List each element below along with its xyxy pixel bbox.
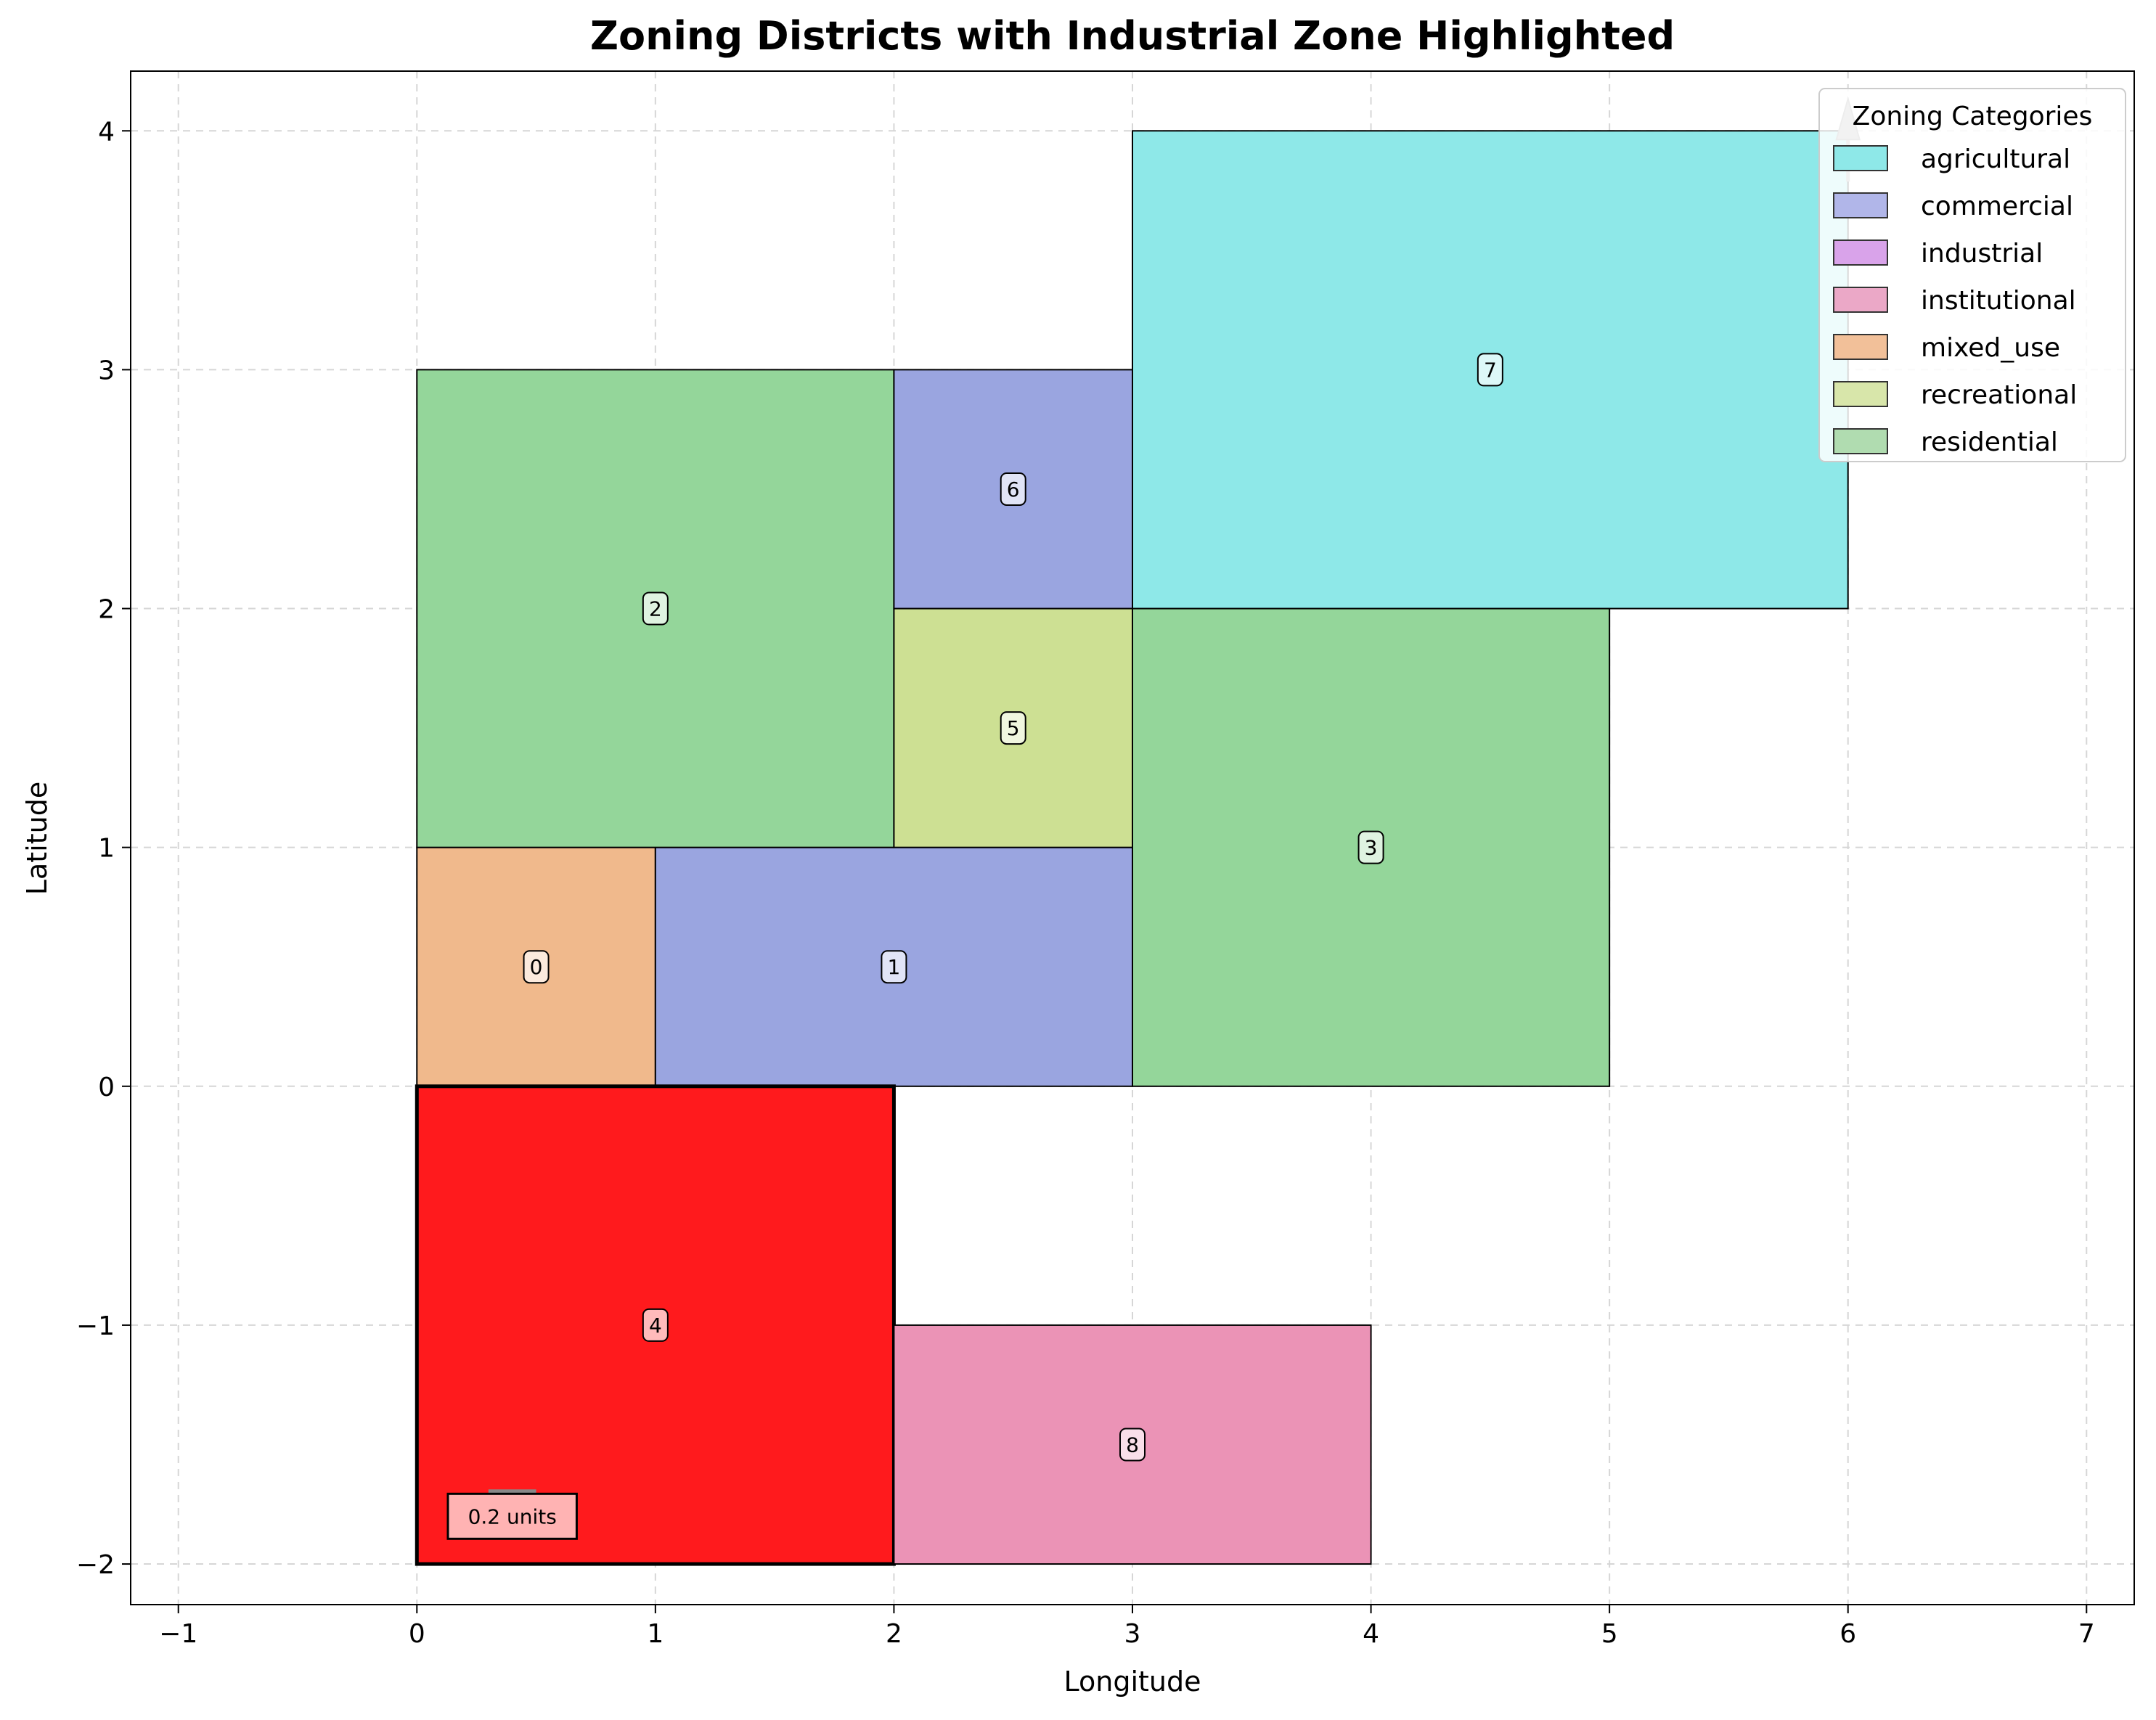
- chart-title: Zoning Districts with Industrial Zone Hi…: [590, 13, 1675, 59]
- district-0-label-box: [523, 950, 550, 984]
- district-labels: 0 1 2 3 4 5 6 7 8: [523, 353, 1503, 1462]
- district-3-label-box: [1357, 830, 1384, 864]
- district-2-label: 2: [649, 597, 662, 621]
- scale-bar-label: 0.2 units: [468, 1504, 557, 1528]
- y-tick-label: 4: [98, 117, 115, 147]
- y-tick-label: −1: [76, 1311, 115, 1341]
- legend-label-institutional: institutional: [1921, 286, 2076, 316]
- y-tick-label: 0: [98, 1073, 115, 1102]
- legend-swatch-mixed_use: [1833, 334, 1888, 360]
- x-tick-label: 2: [886, 1619, 902, 1649]
- legend-label-commercial: commercial: [1921, 192, 2073, 221]
- district-3-label: 3: [1365, 836, 1378, 860]
- scale-bar-label-box: [446, 1492, 578, 1540]
- district-6-label-box: [1000, 472, 1026, 506]
- legend-title: Zoning Categories: [1853, 102, 2093, 131]
- legend-swatch-residential: [1833, 428, 1888, 454]
- legend-box: [1818, 88, 2126, 462]
- x-tick-label: 1: [647, 1619, 663, 1649]
- district-5-label-box: [1000, 711, 1026, 745]
- legend-swatch-institutional: [1833, 287, 1888, 313]
- legend-swatch-recreational: [1833, 381, 1888, 407]
- y-tick-label: −2: [76, 1550, 115, 1580]
- district-8-label-box: [1119, 1428, 1146, 1462]
- x-tick-label: 3: [1124, 1619, 1141, 1649]
- legend-swatch-agricultural: [1833, 145, 1888, 171]
- district-6-label: 6: [1007, 478, 1020, 501]
- axis-ticks: −1 0 1 2 3 4 5 6 7 −2 −1 0 1 2 3 4: [76, 117, 2095, 1649]
- district-2-label-box: [642, 591, 669, 626]
- district-4-label-box: [642, 1308, 669, 1342]
- y-tick-label: 2: [98, 595, 115, 625]
- x-tick-label: 0: [409, 1619, 425, 1649]
- district-1-label: 1: [888, 955, 901, 979]
- district-0-label: 0: [530, 955, 543, 979]
- y-axis-label: Latitude: [21, 782, 53, 895]
- x-tick-label: 6: [1839, 1619, 1856, 1649]
- legend-label-mixed_use: mixed_use: [1921, 333, 2060, 363]
- district-5-label: 5: [1007, 716, 1020, 740]
- x-tick-label: −1: [159, 1619, 197, 1649]
- legend-label-industrial: industrial: [1921, 239, 2043, 269]
- y-tick-label: 3: [98, 356, 115, 385]
- x-tick-label: 4: [1363, 1619, 1379, 1649]
- legend-swatch-industrial: [1833, 239, 1888, 266]
- legend-label-agricultural: agricultural: [1921, 144, 2070, 174]
- legend-swatch-commercial: [1833, 192, 1888, 218]
- x-tick-label: 5: [1601, 1619, 1618, 1649]
- legend-label-residential: residential: [1921, 427, 2058, 457]
- x-axis-label: Longitude: [1064, 1666, 1201, 1698]
- district-8-label: 8: [1126, 1433, 1139, 1457]
- district-7-label: 7: [1484, 358, 1497, 382]
- district-7-label-box: [1477, 353, 1503, 387]
- y-tick-label: 1: [98, 834, 115, 864]
- legend: Zoning Categories agricultural commercial i…: [1818, 88, 2126, 462]
- district-4-label: 4: [649, 1314, 662, 1338]
- legend-label-recreational: recreational: [1921, 380, 2077, 410]
- district-1-label-box: [881, 950, 907, 984]
- x-tick-label: 7: [2078, 1619, 2095, 1649]
